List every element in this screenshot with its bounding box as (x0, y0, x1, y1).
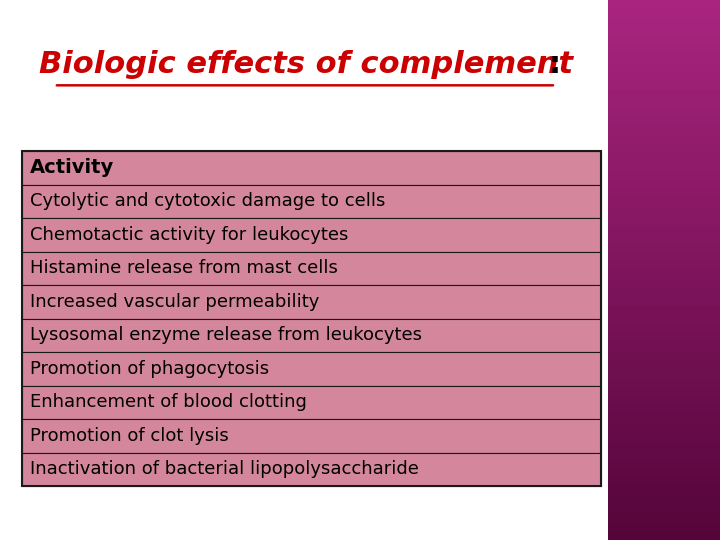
Bar (608, 45, 720, 54)
Bar (608, 324, 720, 333)
Bar (608, 198, 720, 207)
Bar (608, 477, 720, 486)
Bar (608, 0, 720, 9)
Text: Cytolytic and cytotoxic damage to cells: Cytolytic and cytotoxic damage to cells (30, 192, 386, 211)
Bar (608, 459, 720, 468)
Bar (608, 387, 720, 396)
Bar (608, 234, 720, 243)
Bar (608, 378, 720, 387)
Bar (608, 414, 720, 423)
Bar (608, 27, 720, 36)
Bar (608, 531, 720, 540)
Bar (608, 432, 720, 441)
Text: Promotion of clot lysis: Promotion of clot lysis (30, 427, 229, 445)
Bar (608, 207, 720, 216)
Bar (608, 315, 720, 324)
Text: Inactivation of bacterial lipopolysaccharide: Inactivation of bacterial lipopolysaccha… (30, 460, 419, 478)
Bar (608, 504, 720, 513)
Bar (608, 99, 720, 108)
Bar (608, 252, 720, 261)
Bar (608, 405, 720, 414)
Bar (608, 81, 720, 90)
Bar (608, 270, 720, 279)
Bar (22, 151, 601, 185)
Bar (608, 225, 720, 234)
Bar (22, 218, 601, 252)
Bar (608, 342, 720, 351)
Text: Chemotactic activity for leukocytes: Chemotactic activity for leukocytes (30, 226, 348, 244)
Text: Increased vascular permeability: Increased vascular permeability (30, 293, 320, 311)
Bar (608, 279, 720, 288)
Bar (608, 108, 720, 117)
Bar (608, 126, 720, 135)
Text: Enhancement of blood clotting: Enhancement of blood clotting (30, 393, 307, 411)
Bar (608, 495, 720, 504)
Bar (608, 18, 720, 27)
Bar (608, 63, 720, 72)
Bar (22, 453, 601, 486)
Bar (608, 189, 720, 198)
Bar (608, 261, 720, 270)
Bar (608, 360, 720, 369)
Bar (608, 306, 720, 315)
Bar (608, 54, 720, 63)
Text: Activity: Activity (30, 158, 114, 178)
Bar (608, 450, 720, 459)
Bar (608, 333, 720, 342)
Bar (608, 9, 720, 18)
Bar (608, 162, 720, 171)
Bar (22, 386, 601, 419)
Bar (608, 180, 720, 189)
Text: :: : (549, 50, 561, 79)
Bar (608, 522, 720, 531)
Bar (22, 319, 601, 352)
Bar (608, 90, 720, 99)
Bar (608, 468, 720, 477)
Bar (608, 297, 720, 306)
Text: Lysosomal enzyme release from leukocytes: Lysosomal enzyme release from leukocytes (30, 326, 422, 345)
Bar (22, 252, 601, 285)
Bar (608, 243, 720, 252)
Bar (22, 185, 601, 218)
Bar (608, 513, 720, 522)
Bar (22, 151, 601, 486)
Bar (608, 135, 720, 144)
Bar (608, 153, 720, 162)
Bar (608, 351, 720, 360)
Bar (608, 486, 720, 495)
Bar (608, 144, 720, 153)
Bar (608, 396, 720, 405)
Bar (22, 352, 601, 386)
Bar (608, 369, 720, 378)
Bar (608, 117, 720, 126)
Bar (608, 441, 720, 450)
Bar (608, 171, 720, 180)
Bar (22, 419, 601, 453)
Text: Histamine release from mast cells: Histamine release from mast cells (30, 259, 338, 278)
Bar (22, 285, 601, 319)
Bar (608, 36, 720, 45)
Bar (608, 216, 720, 225)
Text: Promotion of phagocytosis: Promotion of phagocytosis (30, 360, 269, 378)
Text: Biologic effects of complement: Biologic effects of complement (39, 50, 573, 79)
Bar (608, 72, 720, 81)
Bar (608, 288, 720, 297)
Bar (608, 423, 720, 432)
